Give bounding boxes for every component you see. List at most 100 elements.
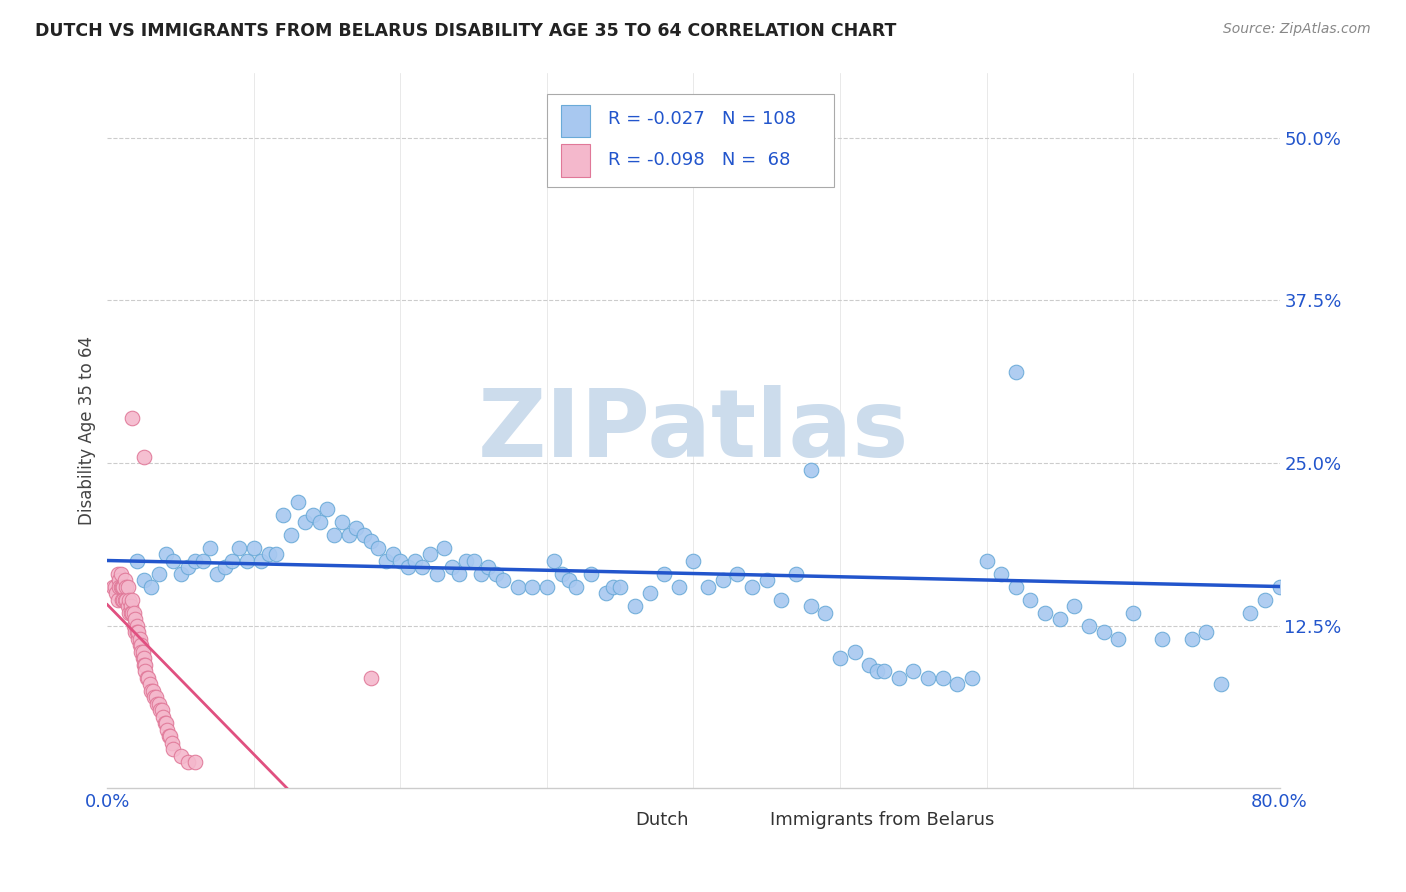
- Point: [360, 671, 382, 685]
- Point: [148, 697, 170, 711]
- Point: [221, 553, 243, 567]
- Point: [125, 625, 148, 640]
- Point: [104, 580, 127, 594]
- Point: [105, 586, 128, 600]
- Y-axis label: Disability Age 35 to 64: Disability Age 35 to 64: [79, 336, 96, 525]
- Point: [155, 716, 177, 731]
- Point: [121, 606, 143, 620]
- Point: [128, 638, 150, 652]
- Point: [1063, 599, 1085, 613]
- Point: [131, 644, 153, 658]
- Point: [207, 566, 229, 581]
- Point: [264, 547, 287, 561]
- Point: [800, 462, 823, 476]
- Point: [250, 553, 273, 567]
- Point: [138, 671, 160, 685]
- Point: [125, 618, 148, 632]
- Point: [638, 586, 661, 600]
- Point: [117, 580, 139, 594]
- Point: [134, 664, 156, 678]
- Point: [214, 560, 236, 574]
- Point: [177, 560, 200, 574]
- Point: [419, 547, 441, 561]
- Point: [235, 553, 257, 567]
- Point: [990, 566, 1012, 581]
- Point: [931, 671, 953, 685]
- Point: [111, 592, 134, 607]
- Point: [389, 553, 412, 567]
- FancyBboxPatch shape: [547, 95, 834, 187]
- Point: [143, 690, 166, 704]
- Bar: [561, 145, 591, 177]
- Point: [294, 515, 316, 529]
- Point: [114, 573, 136, 587]
- Point: [543, 553, 565, 567]
- Text: Source: ZipAtlas.com: Source: ZipAtlas.com: [1223, 22, 1371, 37]
- Point: [177, 755, 200, 769]
- Point: [814, 606, 837, 620]
- Point: [477, 560, 499, 574]
- Point: [858, 657, 880, 672]
- Text: R = -0.027   N = 108: R = -0.027 N = 108: [607, 111, 796, 128]
- Point: [946, 677, 969, 691]
- Point: [550, 566, 572, 581]
- Point: [115, 580, 138, 594]
- Point: [148, 566, 170, 581]
- Point: [1107, 632, 1129, 646]
- Point: [280, 527, 302, 541]
- Point: [374, 553, 396, 567]
- Point: [132, 651, 155, 665]
- Point: [127, 632, 149, 646]
- Point: [124, 612, 146, 626]
- Point: [536, 580, 558, 594]
- Point: [301, 508, 323, 522]
- Point: [1092, 625, 1115, 640]
- Point: [579, 566, 602, 581]
- Point: [506, 580, 529, 594]
- Point: [558, 573, 581, 587]
- Point: [134, 657, 156, 672]
- Point: [770, 592, 793, 607]
- Point: [271, 508, 294, 522]
- Point: [111, 580, 134, 594]
- Text: Dutch: Dutch: [636, 811, 689, 830]
- Point: [755, 573, 778, 587]
- Point: [1049, 612, 1071, 626]
- Point: [155, 547, 177, 561]
- Point: [873, 664, 896, 678]
- Point: [828, 651, 851, 665]
- Point: [121, 592, 143, 607]
- Point: [257, 547, 280, 561]
- Point: [122, 606, 145, 620]
- Point: [741, 580, 763, 594]
- Point: [586, 169, 609, 184]
- Point: [668, 580, 690, 594]
- Point: [108, 573, 131, 587]
- Point: [152, 709, 174, 723]
- Point: [125, 553, 148, 567]
- Point: [624, 599, 647, 613]
- Point: [404, 553, 426, 567]
- Bar: [593, 811, 627, 829]
- Point: [1181, 632, 1204, 646]
- Point: [711, 573, 734, 587]
- Point: [110, 580, 132, 594]
- Point: [139, 677, 162, 691]
- Point: [609, 580, 631, 594]
- Point: [411, 560, 433, 574]
- Point: [124, 625, 146, 640]
- Point: [308, 515, 330, 529]
- Point: [346, 521, 368, 535]
- Point: [169, 748, 191, 763]
- Point: [228, 541, 250, 555]
- Point: [159, 729, 181, 743]
- Point: [118, 592, 141, 607]
- Point: [287, 495, 309, 509]
- Point: [127, 625, 149, 640]
- Point: [142, 683, 165, 698]
- Bar: [561, 105, 591, 137]
- Point: [120, 606, 142, 620]
- Point: [112, 592, 135, 607]
- Point: [243, 541, 266, 555]
- Point: [149, 703, 172, 717]
